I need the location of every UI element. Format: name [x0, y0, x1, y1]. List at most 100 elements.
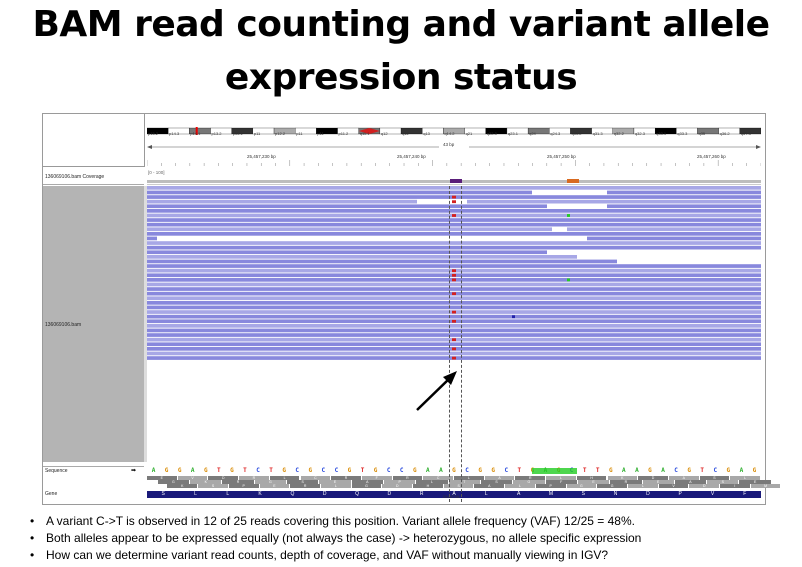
coverage-scale: [0 - 100]	[148, 170, 165, 175]
header-left-panel	[43, 114, 145, 167]
sequence-base: C	[256, 467, 260, 474]
amino-acid-cell: D	[382, 484, 413, 488]
aligned-read	[147, 222, 761, 227]
sequence-base: T	[700, 467, 705, 474]
ideogram-band-label: q14.2	[444, 131, 455, 136]
gene-amino-acid: D	[387, 491, 392, 497]
amino-acid-cell: G	[351, 484, 382, 488]
slide-title-line-1: BAM read counting and variant allele	[32, 4, 770, 45]
track-divider	[144, 186, 147, 462]
amino-acid-cell: L	[269, 476, 300, 480]
slide-title-line-2: expression status	[224, 57, 578, 98]
mismatch-base	[452, 195, 456, 199]
alignment-track[interactable]	[147, 186, 761, 462]
amino-acid-cell: R	[290, 484, 320, 488]
sequence-base: A	[622, 467, 626, 474]
amino-acid-cell: R	[610, 480, 642, 484]
gene-amino-acid: P	[678, 491, 682, 497]
sequence-track-name[interactable]: Sequence	[45, 468, 68, 474]
ideogram-band-label: q21	[465, 131, 473, 136]
gene-amino-acid: S	[161, 491, 165, 497]
sequence-base: T	[269, 467, 273, 474]
amino-acid-cell: I	[720, 484, 750, 488]
igv-screenshot: p15.2 p14.3 p14.1 p13.2 p13.1 p11 p12.2 p11 p11 p…	[42, 113, 781, 505]
sequence-base: A	[426, 467, 430, 474]
mismatch-base	[452, 338, 456, 342]
sequence-base: C	[674, 467, 678, 474]
amino-acid-cell: M	[750, 484, 781, 488]
amino-acid-cell: L	[320, 484, 351, 488]
alignment-track-name[interactable]: 136069106.bam	[45, 322, 82, 328]
amino-acid-cell: A	[484, 476, 515, 480]
aligned-read	[147, 287, 761, 291]
gene-amino-acid: D	[646, 491, 650, 497]
sequence-base: A	[635, 467, 639, 474]
amino-acid-cell: P	[535, 484, 566, 488]
sequence-base: C	[295, 467, 300, 474]
sequence-base: G	[687, 467, 691, 474]
mismatch-base	[567, 278, 570, 282]
mismatch-base	[452, 278, 456, 282]
ideogram-band-label: p13.2	[211, 131, 222, 136]
sequence-base: G	[491, 467, 495, 474]
amino-acid-cell: L	[627, 484, 658, 488]
amino-acid-cell: L	[505, 484, 535, 488]
ideogram-band-label: q12	[402, 131, 409, 136]
amino-acid-cell: R	[222, 480, 254, 484]
mismatch-base	[452, 310, 456, 314]
aligned-read	[147, 190, 532, 195]
sequence-base: T	[217, 467, 221, 474]
aligned-read	[147, 328, 761, 333]
sequence-base: G	[648, 467, 652, 474]
amino-acid-cell: G	[566, 484, 597, 488]
amino-acid-cell: R	[392, 476, 423, 480]
coverage-mismatch-bar	[567, 179, 579, 183]
amino-acid-cell: D	[208, 476, 239, 480]
aligned-read	[607, 190, 761, 195]
coverage-track: [0 - 100]	[147, 170, 761, 185]
sequence-base: A	[661, 467, 665, 474]
chromosome-ideogram	[146, 122, 762, 135]
gene-exon-bar	[147, 491, 761, 498]
ideogram-band-label: q37.3	[740, 131, 751, 136]
amino-acid-cell: L	[546, 476, 576, 480]
sequence-base: C	[321, 467, 326, 474]
ruler-tick-label: 25,457,260 bp	[697, 154, 726, 159]
amino-acid-cell: V	[177, 476, 208, 480]
mismatch-base	[452, 356, 456, 360]
ideogram-band-label: p11	[253, 131, 261, 136]
amino-acid-cell: E	[577, 480, 610, 484]
coverage-track-name[interactable]: 136069106.bam Coverage	[45, 174, 105, 180]
amino-acid-cell: V	[658, 484, 689, 488]
sequence-base: C	[504, 467, 509, 474]
ideogram-band-label: q12	[380, 131, 388, 136]
ideogram-band-label: q22.3	[486, 131, 497, 136]
span-arrow	[147, 142, 761, 150]
aligned-read	[147, 209, 761, 213]
amino-acid-cell: A	[351, 480, 383, 484]
bullet-item: How can we determine variant read counts…	[30, 547, 641, 564]
sequence-base: G	[608, 467, 613, 474]
sequence-base: G	[308, 467, 313, 474]
strand-arrow-icon[interactable]: ➡	[131, 468, 137, 474]
amino-acid-cell: C	[300, 476, 331, 480]
mismatch-base	[452, 347, 456, 351]
amino-acid-cell: P	[383, 480, 416, 484]
pointer-arrow-icon	[416, 371, 457, 411]
amino-acid-cell: E	[642, 480, 674, 484]
ideogram-band-label: p15.2	[148, 131, 159, 136]
aligned-read	[587, 236, 761, 241]
aligned-read	[147, 342, 761, 347]
aligned-read	[147, 241, 761, 245]
amino-acid-cell: S	[699, 476, 730, 480]
bullet-item: Both alleles appear to be expressed equa…	[30, 530, 641, 547]
gene-label: DNMT3A	[443, 494, 460, 499]
sequence-base: C	[386, 467, 391, 474]
sequence-base: G	[752, 467, 757, 474]
sequence-track-label-area: Sequence ➡	[43, 466, 144, 477]
aligned-read	[147, 199, 417, 204]
amino-acid-cell: A	[674, 480, 707, 484]
gene-track-name[interactable]: Gene	[45, 491, 58, 497]
